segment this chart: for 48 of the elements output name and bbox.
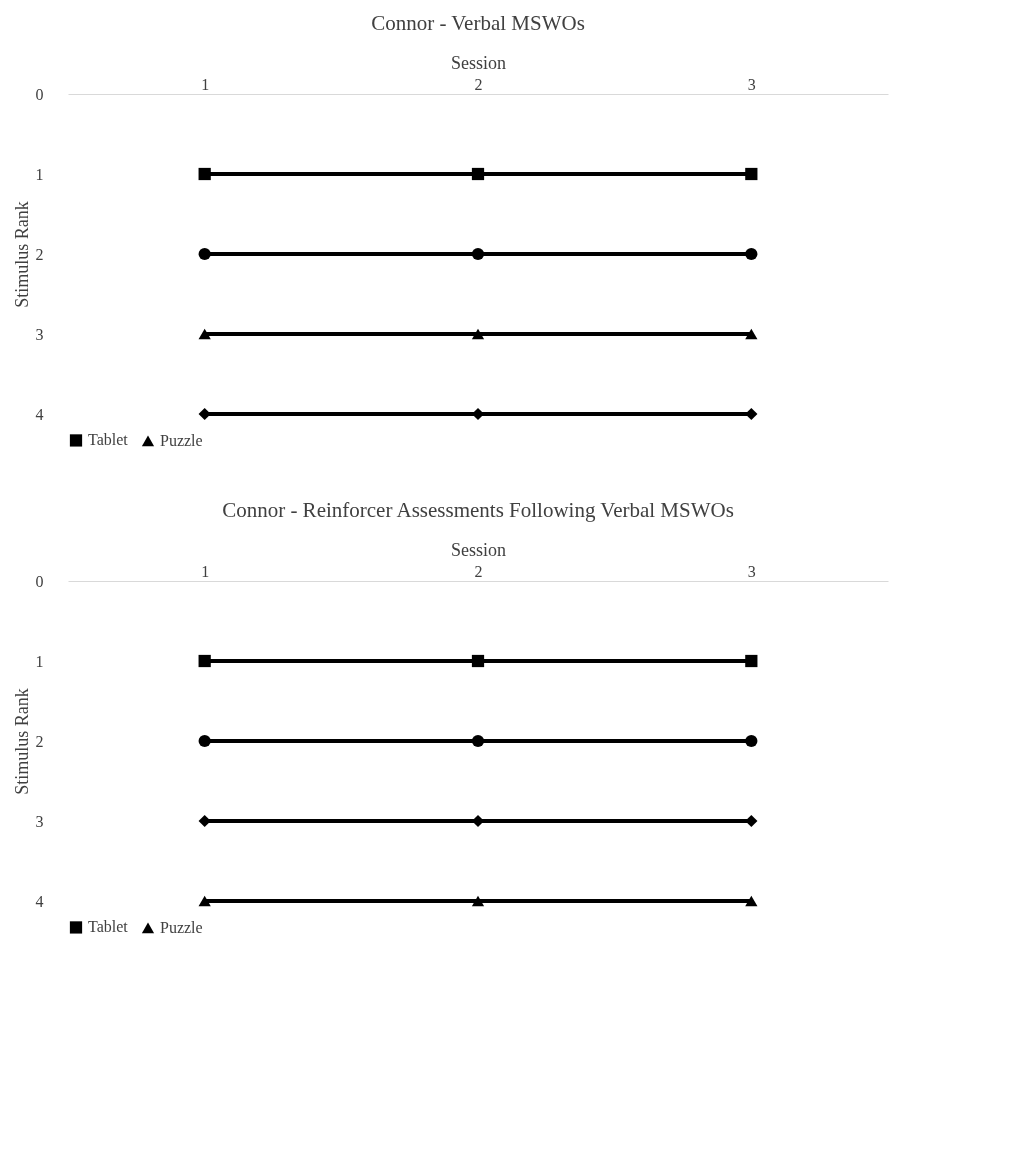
point — [198, 654, 211, 668]
point — [198, 407, 211, 421]
point — [198, 895, 211, 907]
point — [471, 895, 485, 907]
point — [745, 814, 758, 828]
point — [471, 654, 485, 668]
chart-title: Connor - Verbal MSWOs — [371, 11, 585, 35]
legend-label: Tablet — [88, 918, 129, 936]
point — [745, 328, 758, 340]
y-tick-label: 1 — [35, 652, 44, 670]
x-tick-label: 1 — [201, 75, 210, 93]
point — [745, 895, 758, 907]
x-axis-title: Session — [450, 539, 507, 560]
y-tick-label: 0 — [35, 572, 44, 590]
y-tick-label: 1 — [35, 165, 44, 183]
point — [198, 247, 211, 261]
point — [745, 247, 758, 261]
x-tick-label: 3 — [747, 562, 756, 580]
legend-label: Puzzle — [160, 431, 203, 449]
x-tick-label: 3 — [747, 75, 756, 93]
point — [471, 247, 485, 261]
point — [471, 167, 485, 181]
y-axis-title: Stimulus Rank — [11, 688, 32, 795]
y-tick-label: 4 — [35, 892, 44, 910]
y-tick-label: 4 — [35, 405, 44, 423]
x-tick-label: 1 — [201, 562, 210, 580]
point — [198, 328, 211, 340]
point — [198, 734, 211, 748]
legend-label: Tablet — [88, 431, 129, 449]
point — [198, 167, 211, 181]
point — [471, 328, 485, 340]
point — [745, 407, 758, 421]
y-tick-label: 0 — [35, 85, 44, 103]
point — [745, 734, 758, 748]
y-tick-label: 3 — [35, 325, 44, 343]
point — [471, 734, 485, 748]
legend-label: Puzzle — [160, 918, 203, 936]
chart-title: Connor - Reinforcer Assessments Following Verbal MSWOs — [222, 498, 734, 522]
point — [745, 654, 758, 668]
y-tick-label: 2 — [35, 245, 44, 263]
x-axis-title: Session — [450, 52, 507, 73]
y-axis-title: Stimulus Rank — [11, 201, 32, 308]
x-tick-label: 2 — [474, 562, 483, 580]
y-tick-label: 3 — [35, 812, 44, 830]
y-tick-label: 2 — [35, 732, 44, 750]
x-tick-label: 2 — [474, 75, 483, 93]
point — [745, 167, 758, 181]
point — [198, 814, 211, 828]
